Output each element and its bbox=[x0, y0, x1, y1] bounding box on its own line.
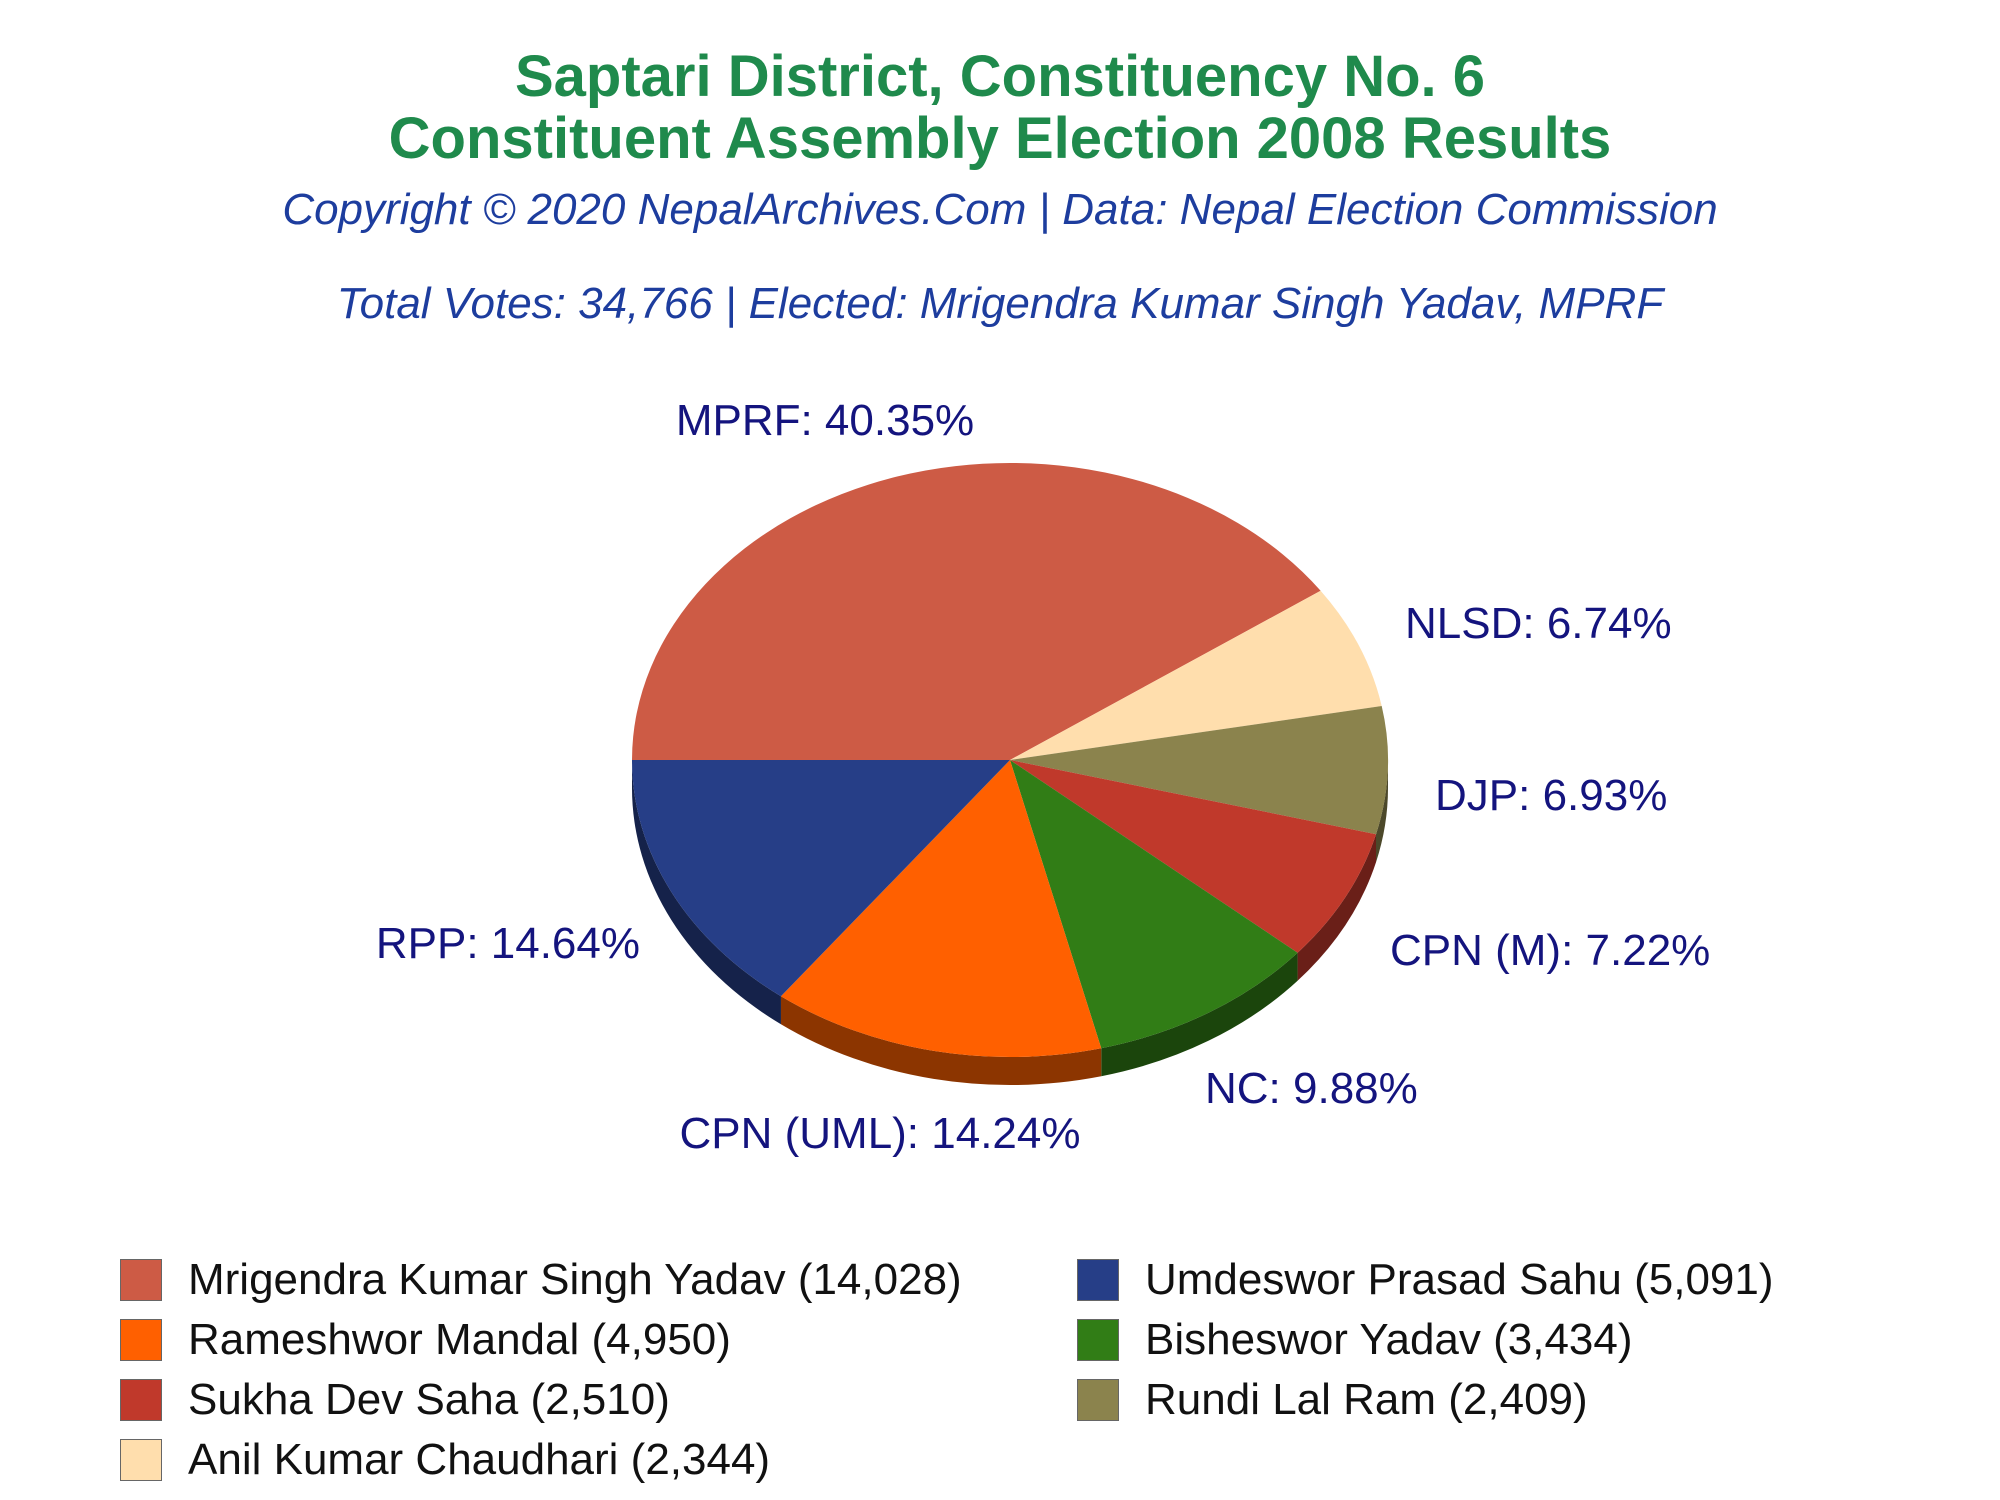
pie-depth-cpn-m bbox=[1297, 834, 1377, 981]
pie-slice-cpn-m bbox=[1010, 760, 1377, 953]
pie-depth-rpp bbox=[632, 760, 781, 1025]
legend-label: Bisheswor Yadav (3,434) bbox=[1145, 1315, 1633, 1364]
pie-depth-nc bbox=[1101, 952, 1298, 1077]
pie-chart: MPRF: 40.35% RPP: 14.64% CPN (UML): 14.24%… bbox=[376, 396, 1710, 1158]
legend-swatch bbox=[120, 1379, 162, 1421]
pie-slice-cpn-uml bbox=[780, 760, 1102, 1057]
chart-title-line2: Constituent Assembly Election 2008 Resul… bbox=[388, 106, 1612, 171]
chart-title-line1: Saptari District, Constituency No. 6 bbox=[514, 44, 1486, 109]
legend-item: Rundi Lal Ram (2,409) bbox=[1077, 1370, 1588, 1430]
slice-label-nlsd: NLSD: 6.74% bbox=[1405, 599, 1672, 648]
slice-label-djp: DJP: 6.93% bbox=[1435, 771, 1667, 820]
legend-item: Sukha Dev Saha (2,510) bbox=[120, 1370, 670, 1430]
pie-slice-mprf bbox=[632, 462, 1321, 760]
copyright-text: Copyright © 2020 NepalArchives.Com | Dat… bbox=[282, 185, 1718, 234]
slice-label-cpn-m: CPN (M): 7.22% bbox=[1390, 926, 1710, 975]
pie-depth-cpn-uml bbox=[780, 996, 1102, 1085]
legend-label: Mrigendra Kumar Singh Yadav (14,028) bbox=[188, 1255, 962, 1304]
summary-text: Total Votes: 34,766 | Elected: Mrigendra… bbox=[336, 279, 1664, 328]
pie-slice-djp bbox=[1010, 705, 1388, 835]
pie-slice-rpp bbox=[632, 760, 1010, 997]
legend-item: Anil Kumar Chaudhari (2,344) bbox=[120, 1430, 770, 1490]
legend-swatch bbox=[1077, 1379, 1119, 1421]
legend-label: Rameshwor Mandal (4,950) bbox=[188, 1315, 731, 1364]
legend-label: Anil Kumar Chaudhari (2,344) bbox=[188, 1435, 771, 1484]
legend-swatch bbox=[1077, 1319, 1119, 1361]
pie-slice-nc bbox=[1010, 760, 1298, 1049]
legend-label: Umdeswor Prasad Sahu (5,091) bbox=[1145, 1255, 1774, 1304]
legend-swatch bbox=[120, 1439, 162, 1481]
slice-label-mprf: MPRF: 40.35% bbox=[676, 396, 974, 445]
slice-label-cpn-uml: CPN (UML): 14.24% bbox=[679, 1109, 1080, 1158]
legend-item: Bisheswor Yadav (3,434) bbox=[1077, 1310, 1633, 1370]
legend-swatch bbox=[120, 1259, 162, 1301]
pie-depth bbox=[632, 760, 1388, 1085]
legend-item: Rameshwor Mandal (4,950) bbox=[120, 1310, 731, 1370]
pie-depth-djp bbox=[1376, 760, 1388, 863]
legend-swatch bbox=[120, 1319, 162, 1361]
slice-label-rpp: RPP: 14.64% bbox=[376, 919, 640, 968]
legend-label: Rundi Lal Ram (2,409) bbox=[1145, 1375, 1588, 1424]
slice-label-nc: NC: 9.88% bbox=[1205, 1064, 1418, 1113]
legend-swatch bbox=[1077, 1259, 1119, 1301]
pie-slice-nlsd bbox=[1010, 590, 1382, 760]
legend-item: Umdeswor Prasad Sahu (5,091) bbox=[1077, 1250, 1774, 1310]
legend-item: Mrigendra Kumar Singh Yadav (14,028) bbox=[120, 1250, 962, 1310]
legend-label: Sukha Dev Saha (2,510) bbox=[188, 1375, 670, 1424]
